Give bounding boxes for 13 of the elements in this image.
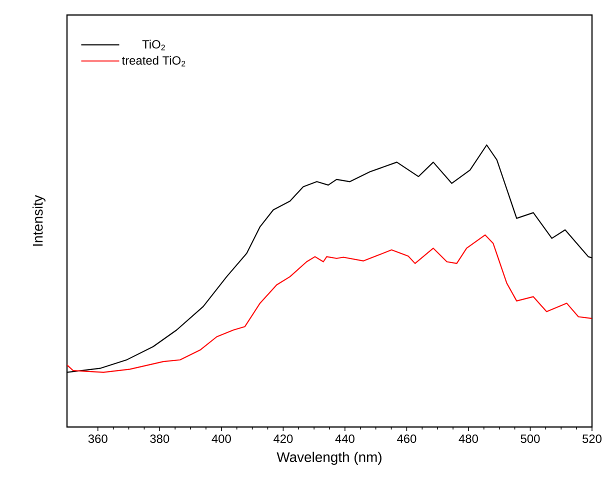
x-tick-label: 420 xyxy=(273,434,293,443)
x-tick-label: 380 xyxy=(150,434,170,443)
x-tick-label: 460 xyxy=(397,434,416,443)
legend-label: treated TiO$_{2}$ xyxy=(122,56,186,66)
legend-label: TiO$_{2}$ xyxy=(142,40,165,50)
x-tick-label: 440 xyxy=(335,434,354,443)
x-tick-label: 500 xyxy=(520,434,540,443)
x-tick-label: 360 xyxy=(88,434,108,443)
x-axis-title: Wavelength (nm) xyxy=(276,452,382,465)
x-tick-label: 520 xyxy=(582,434,602,443)
x-tick-label: 480 xyxy=(458,434,478,443)
x-tick-label: 400 xyxy=(212,434,231,443)
y-axis-title: Intensity xyxy=(32,195,46,246)
